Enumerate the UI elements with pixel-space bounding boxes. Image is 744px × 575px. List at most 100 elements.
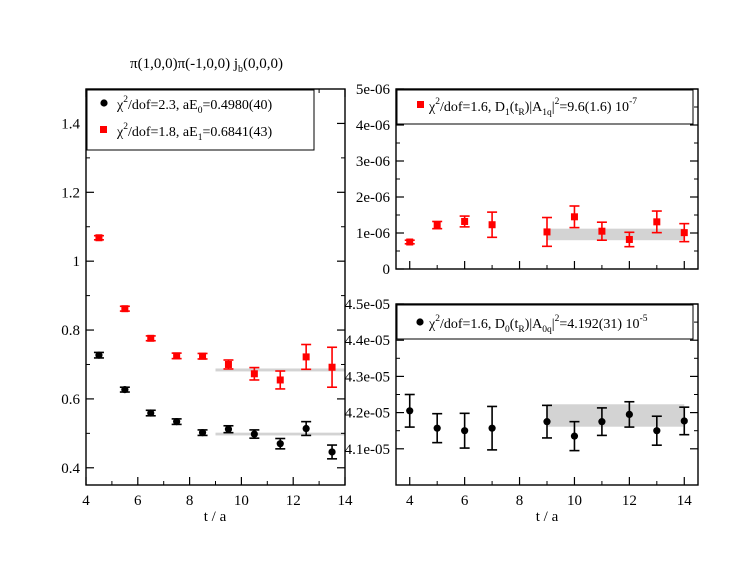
data-point-a1 [542, 216, 552, 248]
data-marks [404, 393, 690, 452]
legend-marker-a0 [416, 318, 424, 326]
data-point-a0 [651, 415, 662, 446]
y-tick-label: 0 [383, 262, 391, 278]
marker-square [276, 376, 284, 384]
y-tick-label: 1 [73, 254, 81, 270]
x-tick-label: 14 [677, 493, 693, 509]
data-point-a1 [679, 222, 690, 243]
marker-square [488, 221, 496, 229]
marker-circle [598, 418, 606, 426]
x-tick-label: 4 [406, 493, 414, 509]
data-point-a1 [596, 221, 607, 241]
marker-circle [95, 351, 103, 359]
x-tick-label: 6 [134, 493, 142, 509]
data-point-e0 [301, 420, 312, 437]
data-point-e1 [249, 366, 260, 381]
marker-circle [625, 410, 633, 419]
y-tick-label: 0.6 [61, 392, 80, 408]
y-tick-label: 5e-06 [356, 82, 391, 98]
legend-box [86, 89, 315, 151]
data-point-a1 [459, 215, 470, 228]
legend-box [396, 89, 694, 125]
data-point-e1 [223, 359, 234, 370]
x-tick-label: 10 [234, 493, 249, 509]
x-tick-label: 8 [516, 493, 524, 509]
marker-square [570, 213, 578, 221]
x-tick-label: 14 [338, 493, 354, 509]
chart-title: π(1,0,0)π(-1,0,0) jb(0,0,0) [130, 56, 283, 75]
data-point-a1 [404, 238, 415, 246]
marker-square [121, 305, 129, 313]
data-point-e0 [145, 409, 156, 417]
marker-square [95, 234, 103, 242]
y-tick-label: 4.3e-05 [345, 369, 390, 385]
data-point-e1 [93, 234, 104, 242]
marker-circle [121, 386, 129, 394]
data-point-a1 [651, 210, 662, 234]
fit-band-e1 [215, 368, 345, 372]
marker-square [653, 218, 661, 226]
fit-bands [215, 368, 345, 436]
matrix-element-a1-panel: 0 1e-06 2e-06 3e-06 4e-06 5e-06 χ2/dof=1.6, D… [356, 82, 699, 278]
x-tick-label: 12 [286, 493, 301, 509]
marker-square [680, 229, 688, 237]
marker-circle [328, 448, 336, 456]
data-point-e1 [171, 352, 182, 360]
y-tick-label: 2e-06 [356, 190, 391, 206]
legend-marker-e1 [100, 126, 107, 133]
marker-circle [224, 425, 233, 433]
x-axis-label: t / a [536, 509, 559, 525]
marker-circle [680, 417, 688, 425]
legend-label-e1: χ2/dof=1.8, aE1=0.6841(43) [116, 122, 272, 143]
marker-circle [653, 427, 661, 435]
marker-square [302, 353, 310, 361]
marker-circle [173, 418, 181, 426]
marker-square [199, 352, 207, 360]
legend-entry-e0: χ2/dof=2.3, aE0=0.4980(40) [100, 95, 272, 116]
data-point-e1 [301, 343, 312, 371]
data-point-e0 [171, 418, 182, 426]
data-point-e0 [223, 424, 234, 434]
marker-square [250, 370, 258, 378]
energy-panel: 4 6 8 10 12 14 0.4 0.6 0.8 1 1.2 1.4 π(1,0,0)π(-1,0… [61, 56, 353, 525]
y-tick-label: 1e-06 [356, 226, 391, 242]
title-subscript: b [238, 64, 243, 75]
fit-band-e0 [215, 432, 345, 436]
marker-square [543, 228, 551, 236]
title-tail: (0,0,0) [243, 56, 283, 72]
y-tick-label: 3e-06 [356, 154, 391, 170]
data-point-a0 [569, 420, 580, 452]
legend-label-a1: χ2/dof=1.6, D1(tR)|A1q|2=9.6(1.6) 10-7 [428, 97, 637, 118]
y-tick-label: 0.8 [61, 323, 80, 339]
x-tick-label: 10 [567, 493, 582, 509]
data-point-a0 [624, 400, 635, 428]
marker-circle [302, 424, 310, 433]
y-tick-label: 4.4e-05 [345, 333, 390, 349]
data-point-e1 [327, 346, 338, 389]
legend-entry-e1: χ2/dof=1.8, aE1=0.6841(43) [100, 122, 272, 143]
y-tick-label: 4.1e-05 [345, 442, 390, 458]
data-point-e0 [93, 351, 104, 359]
y-tick-label: 1.2 [61, 185, 80, 201]
matrix-element-a0-panel: 4 6 8 10 12 14 4.1e-05 4.2e-05 4.3e-05 4.4e-05 4.5… [345, 297, 699, 525]
fit-band-a1 [547, 228, 685, 241]
axis-ticks: 4 6 8 10 12 14 4.1e-05 4.2e-05 4.3e-05 4.4e-05 4.5… [345, 297, 698, 509]
marker-circle [488, 424, 496, 432]
data-point-a0 [596, 407, 607, 437]
marker-square [598, 227, 606, 235]
data-point-a1 [432, 220, 443, 230]
data-point-a0 [679, 406, 690, 436]
data-point-e1 [119, 305, 130, 313]
axis-ticks: 4 6 8 10 12 14 0.4 0.6 0.8 1 1.2 1.4 [61, 89, 353, 509]
marker-square [433, 221, 441, 229]
marker-square [328, 363, 336, 371]
data-marks [93, 234, 338, 460]
y-tick-label: 0.4 [61, 461, 80, 477]
marker-circle [570, 432, 579, 440]
x-axis-label: t / a [204, 509, 227, 525]
marker-square [461, 217, 469, 225]
data-marks [404, 205, 690, 248]
fit-bands [547, 228, 685, 241]
y-tick-label: 4.5e-05 [345, 297, 390, 313]
